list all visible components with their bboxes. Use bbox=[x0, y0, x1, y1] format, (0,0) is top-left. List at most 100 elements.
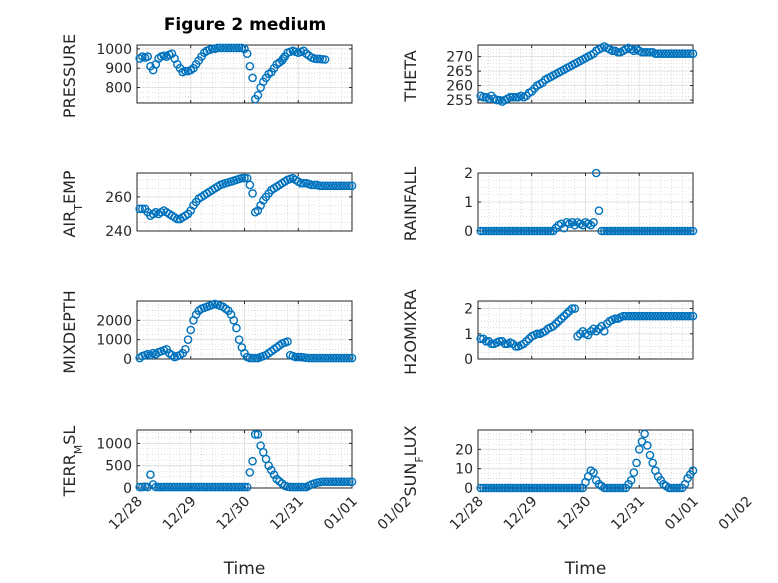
data-point bbox=[573, 483, 582, 493]
data-point bbox=[686, 226, 695, 236]
data-point bbox=[686, 49, 695, 59]
data-point bbox=[315, 353, 325, 363]
data-point bbox=[610, 226, 620, 236]
data-point bbox=[532, 329, 542, 339]
data-point bbox=[226, 482, 236, 492]
y-tick-label: 0 bbox=[123, 352, 132, 368]
data-point bbox=[135, 204, 144, 214]
data-point bbox=[661, 311, 671, 321]
data-point bbox=[326, 477, 335, 487]
data-point bbox=[637, 311, 647, 321]
data-point bbox=[492, 226, 502, 236]
data-point bbox=[530, 483, 539, 493]
data-point bbox=[242, 49, 252, 59]
data-point bbox=[489, 483, 499, 493]
data-point bbox=[278, 54, 288, 63]
data-point bbox=[559, 483, 569, 493]
data-point bbox=[320, 55, 330, 64]
data-point bbox=[632, 311, 641, 321]
data-point bbox=[527, 226, 537, 236]
data-point bbox=[600, 326, 609, 336]
y-tick-label: 265 bbox=[446, 64, 473, 80]
data-point bbox=[336, 477, 346, 487]
data-point bbox=[677, 226, 687, 236]
data-point bbox=[229, 43, 239, 53]
data-point bbox=[669, 311, 679, 321]
data-point bbox=[342, 353, 351, 363]
data-point bbox=[667, 226, 676, 236]
y-tick-label: 1000 bbox=[96, 42, 132, 58]
data-point bbox=[224, 43, 233, 53]
data-point bbox=[610, 314, 620, 323]
data-point bbox=[175, 482, 185, 492]
data-point bbox=[339, 477, 349, 487]
data-point bbox=[618, 226, 628, 236]
data-point bbox=[232, 323, 241, 333]
data-point bbox=[299, 178, 308, 188]
x-tick-label: 12/29 bbox=[160, 494, 200, 534]
data-point bbox=[320, 477, 330, 487]
y-tick-label: 260 bbox=[446, 79, 473, 95]
data-point bbox=[248, 73, 257, 83]
data-point bbox=[331, 477, 341, 487]
ylabel: H2OMIXRA bbox=[401, 289, 420, 375]
data-point bbox=[667, 483, 676, 493]
data-point bbox=[497, 483, 507, 493]
data-point bbox=[181, 345, 190, 354]
data-point bbox=[489, 226, 499, 236]
data-point bbox=[672, 483, 682, 493]
data-point bbox=[326, 181, 335, 191]
data-point bbox=[334, 477, 343, 487]
ylabel: RAINFALL bbox=[401, 167, 420, 242]
data-point bbox=[675, 226, 684, 236]
data-point bbox=[245, 353, 255, 363]
y-tick-label: 2 bbox=[464, 302, 473, 318]
data-point bbox=[664, 49, 674, 59]
y-tick-label: 255 bbox=[446, 93, 473, 109]
data-point bbox=[293, 352, 303, 362]
data-point bbox=[680, 49, 690, 59]
data-point bbox=[497, 226, 507, 236]
data-point bbox=[532, 226, 542, 236]
data-point bbox=[495, 483, 504, 493]
data-point bbox=[511, 92, 520, 102]
data-point bbox=[210, 482, 220, 492]
data-point bbox=[626, 475, 636, 485]
data-point bbox=[683, 311, 692, 321]
data-point bbox=[476, 226, 485, 236]
data-point bbox=[683, 49, 692, 59]
data-point bbox=[326, 353, 335, 363]
data-point bbox=[323, 181, 333, 191]
data-point bbox=[575, 329, 585, 339]
data-point bbox=[511, 483, 520, 493]
ylabel: SUNFLUX bbox=[401, 425, 426, 496]
xlabel: Time bbox=[223, 559, 266, 579]
data-point bbox=[167, 482, 177, 492]
data-point bbox=[476, 483, 485, 493]
y-tick-label: 20 bbox=[455, 442, 473, 458]
data-point bbox=[197, 482, 206, 492]
data-point bbox=[656, 49, 666, 59]
data-point bbox=[514, 483, 523, 493]
data-point bbox=[669, 49, 679, 59]
data-point bbox=[651, 49, 660, 59]
data-point bbox=[648, 311, 657, 321]
data-point bbox=[162, 482, 171, 492]
data-point bbox=[567, 304, 577, 313]
data-point bbox=[318, 55, 327, 64]
data-point bbox=[328, 181, 338, 191]
subplot-pressure: 800 900 1000 PRESSURE bbox=[60, 34, 353, 118]
data-point bbox=[508, 92, 518, 102]
data-point bbox=[164, 482, 174, 492]
data-point bbox=[218, 482, 228, 492]
data-point bbox=[154, 482, 163, 492]
ylabel: PRESSURE bbox=[60, 34, 79, 118]
data-point bbox=[645, 226, 655, 236]
data-point bbox=[500, 226, 510, 236]
data-point bbox=[540, 226, 550, 236]
data-point bbox=[173, 482, 182, 492]
data-point bbox=[600, 483, 609, 493]
data-point bbox=[519, 339, 528, 349]
data-point bbox=[557, 483, 566, 493]
subplot-sun-flux: 0 10 20 SUNFLUX 12/28 12/29 12/30 12/31 01/01 01/… bbox=[401, 425, 756, 579]
